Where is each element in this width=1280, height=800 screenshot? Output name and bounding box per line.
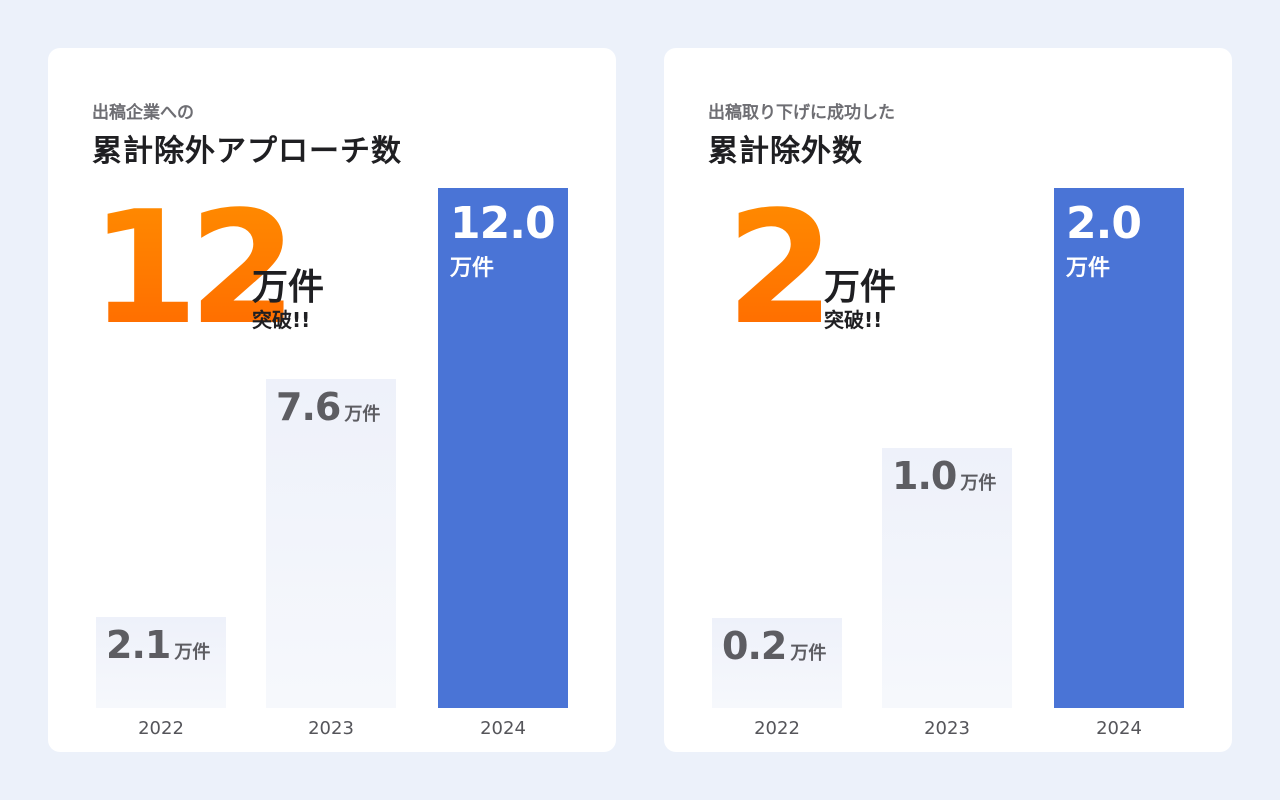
chart-title: 累計除外数 <box>708 134 863 169</box>
bar-unit-label: 万件 <box>1066 256 1111 281</box>
chart-title: 累計除外アプローチ数 <box>92 134 402 169</box>
x-tick-label: 2024 <box>1096 718 1142 739</box>
bar-2024: 12.0 万件 <box>438 188 568 708</box>
bar-value-label: 2.1 <box>106 623 171 667</box>
highlight-unit: 万件 <box>252 267 325 308</box>
bar-value-label: 1.0 <box>892 454 957 498</box>
bar-value-label: 0.2 <box>722 624 787 668</box>
chart-subtitle: 出稿取り下げに成功した <box>708 103 895 123</box>
x-tick-label: 2023 <box>308 718 354 739</box>
chart-card-approach: 出稿企業への 累計除外アプローチ数 12 万件 突破!! 2.1 万件 7.6 万件… <box>48 48 616 752</box>
bar-2023: 1.0 万件 <box>882 448 1012 708</box>
bar-value-label: 7.6 <box>276 384 341 429</box>
bar-2023: 7.6 万件 <box>266 378 396 708</box>
highlight-note: 突破!! <box>252 308 311 332</box>
chart-card-removal: 出稿取り下げに成功した 累計除外数 2 万件 突破!! 0.2 万件 1.0 万件 … <box>664 48 1232 752</box>
chart-subtitle: 出稿企業への <box>92 103 194 123</box>
x-tick-label: 2022 <box>754 718 800 739</box>
x-tick-label: 2022 <box>138 718 184 739</box>
bar-unit-label: 万件 <box>344 403 381 425</box>
x-tick-label: 2023 <box>924 718 970 739</box>
x-tick-label: 2024 <box>480 718 526 739</box>
highlight-number: 2 <box>726 177 835 359</box>
bar-unit-label: 万件 <box>960 473 997 494</box>
bar-2024: 2.0 万件 <box>1054 188 1184 708</box>
bar-2022: 0.2 万件 <box>712 618 842 708</box>
bar-2022: 2.1 万件 <box>96 617 226 708</box>
bar-unit-label: 万件 <box>450 256 495 281</box>
highlight-note: 突破!! <box>824 308 883 332</box>
bar-value-label: 2.0 <box>1066 198 1142 249</box>
bar-unit-label: 万件 <box>174 642 211 663</box>
bar-value-label: 12.0 <box>450 198 556 249</box>
highlight-unit: 万件 <box>824 267 897 308</box>
highlight-number: 12 <box>90 177 297 359</box>
bar-unit-label: 万件 <box>790 643 827 664</box>
